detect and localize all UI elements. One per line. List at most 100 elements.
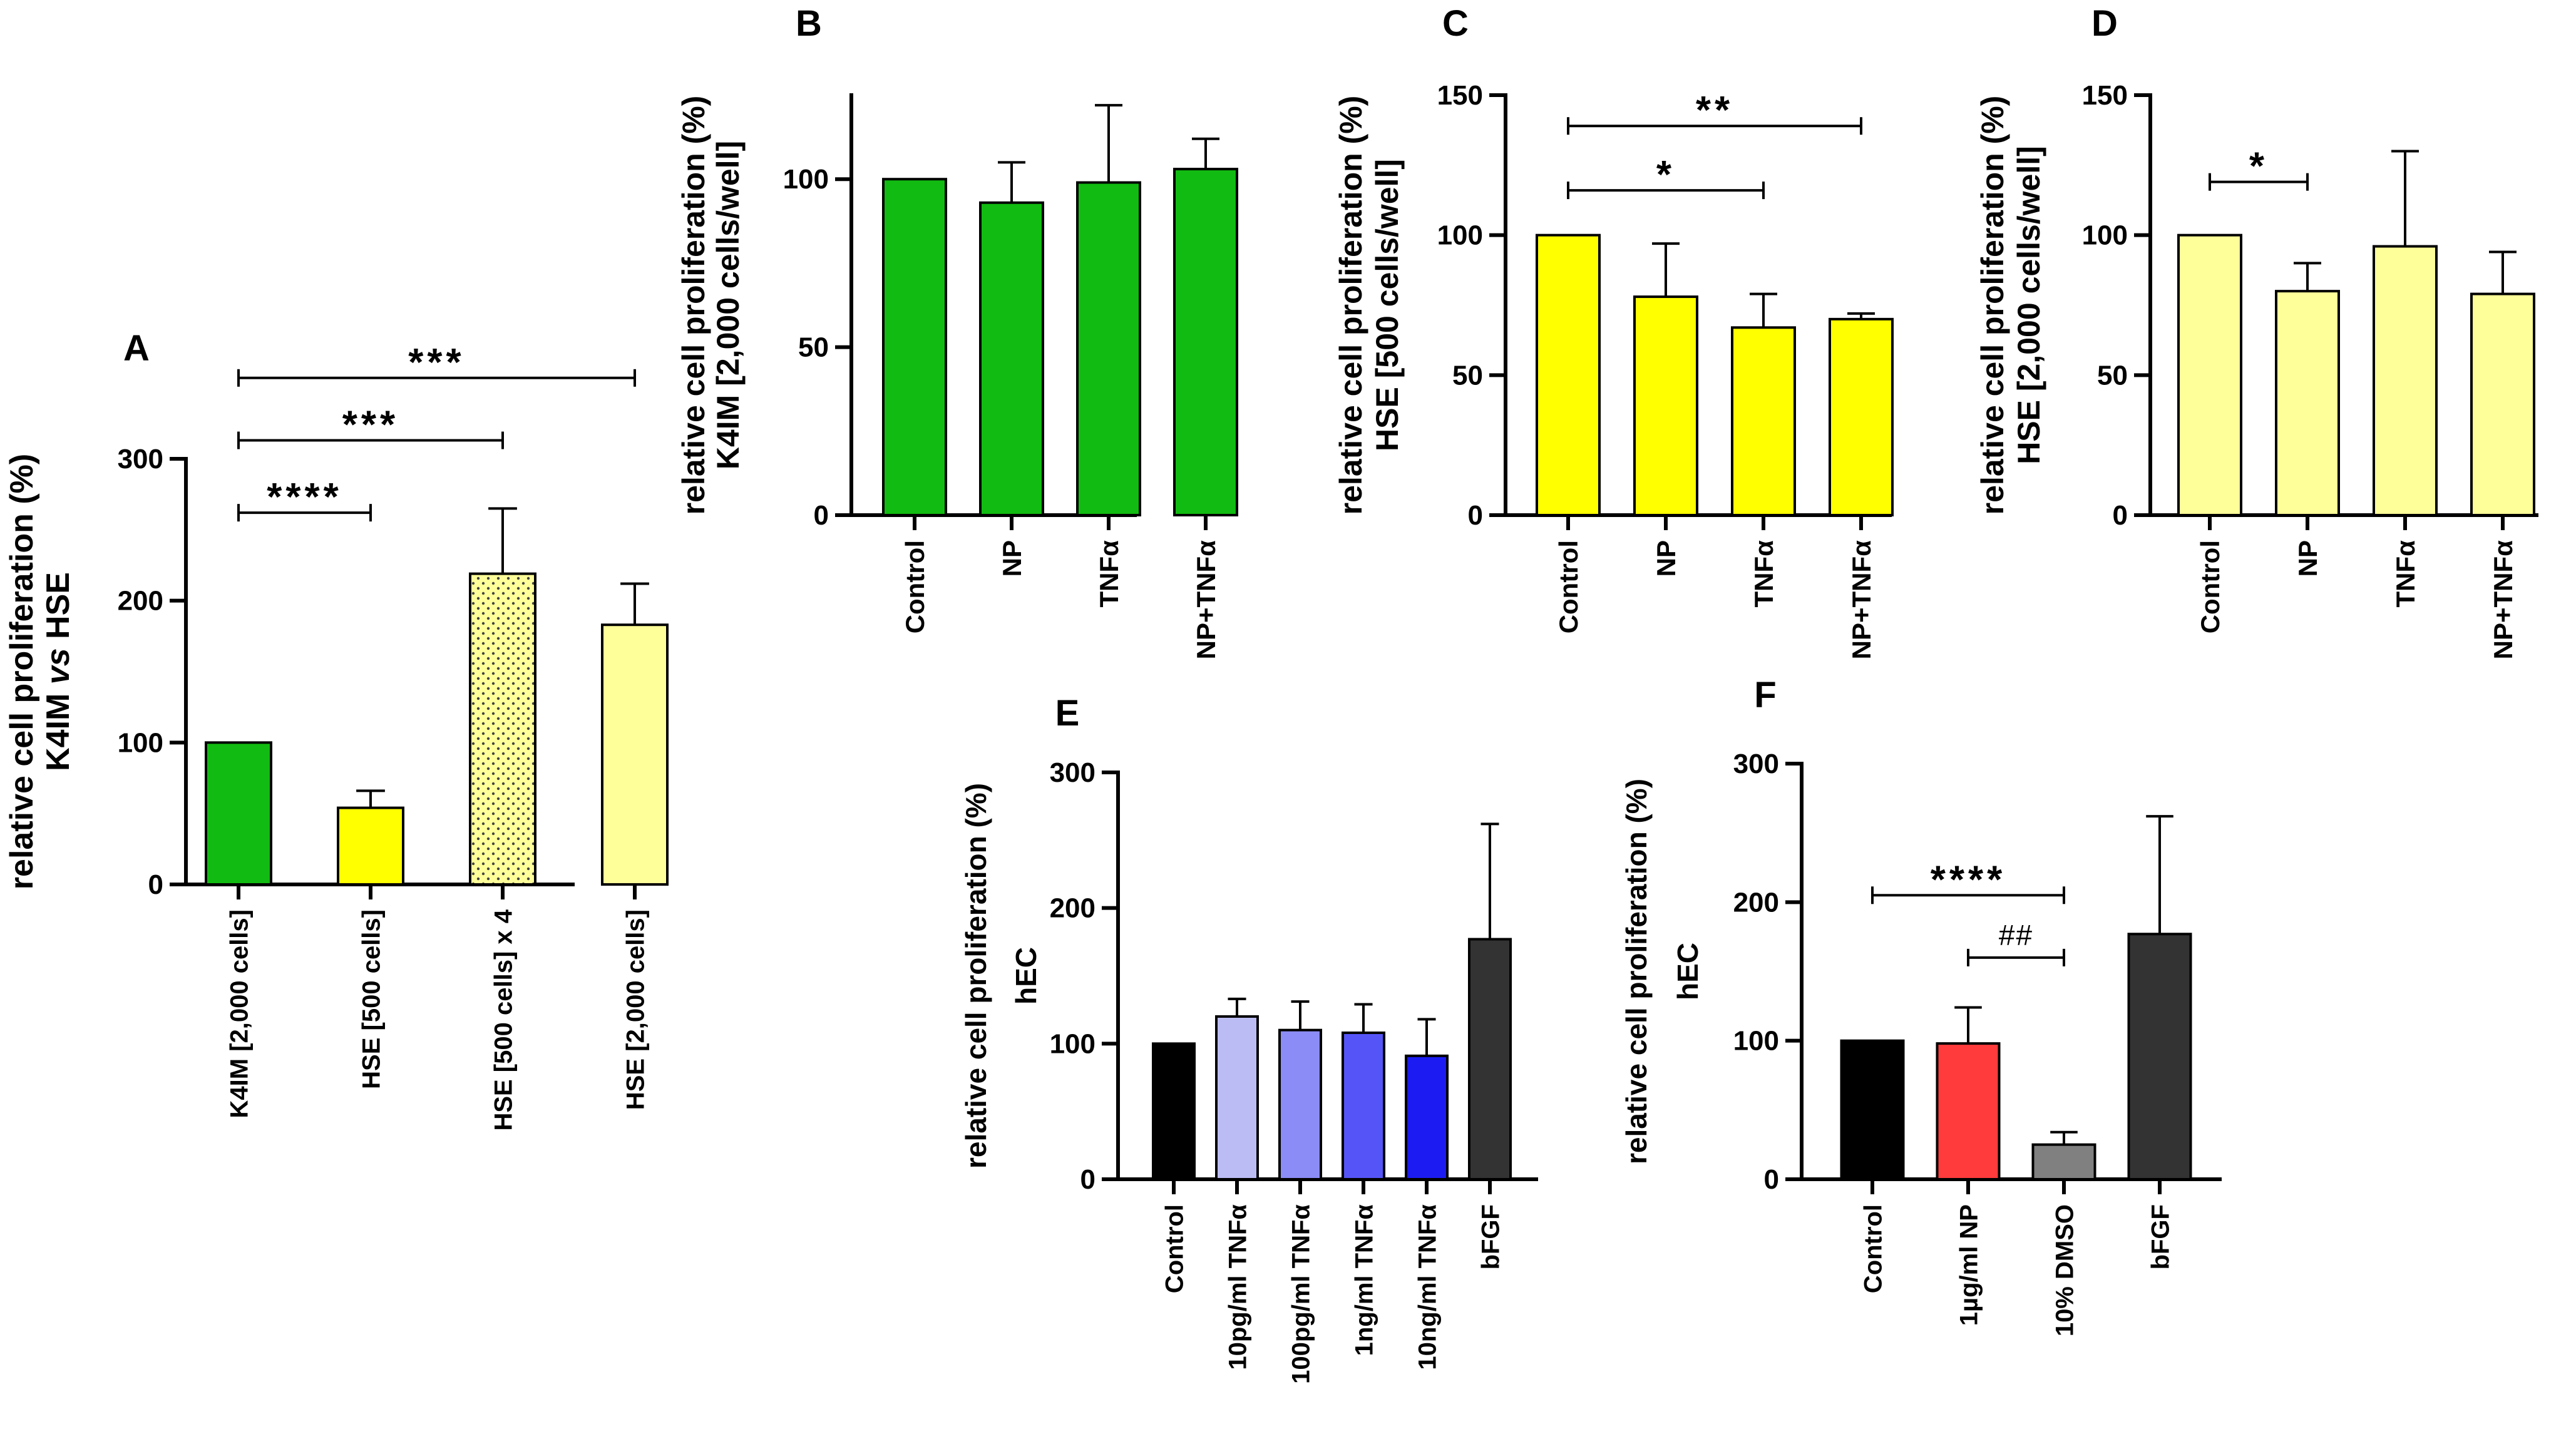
y-tick-label: 100 <box>1733 1026 1779 1057</box>
y-axis-title: relative cell proliferation (%) <box>1620 779 1653 1164</box>
y-axis-title: relative cell proliferation (%) <box>960 783 992 1169</box>
significance-label: ## <box>1999 919 2033 951</box>
x-category-label: 10% DMSO <box>2051 1204 2078 1336</box>
x-category-label: HSE [500 cells] <box>357 909 385 1089</box>
x-category-label: HSE [2,000 cells] <box>622 909 649 1110</box>
x-category-label: NP <box>2293 540 2322 576</box>
bar <box>1936 1042 2001 1181</box>
bar <box>2127 933 2192 1180</box>
y-axis-title: relative cell proliferation (%) <box>676 96 711 515</box>
y-tick-label: 300 <box>118 444 163 474</box>
y-axis-subtitle: HSE [500 cells/well] <box>1370 159 1405 451</box>
y-tick-label: 200 <box>1050 893 1096 924</box>
x-category-label: TNFα <box>2391 540 2420 608</box>
panel-letter: F <box>1754 675 1776 715</box>
x-category-label: TNFα <box>1749 540 1778 608</box>
x-category-label: NP <box>1651 540 1681 576</box>
y-axis-subtitle: HSE [2,000 cells/well] <box>2011 146 2046 464</box>
bar <box>1840 1039 1905 1180</box>
y-axis-title: relative cell proliferation (%) <box>1975 96 2010 515</box>
bar <box>2275 290 2340 516</box>
y-tick-label: 50 <box>2097 360 2128 391</box>
y-tick-label: 0 <box>1080 1164 1096 1195</box>
y-tick-label: 300 <box>1050 757 1096 788</box>
y-tick-label: 150 <box>1437 80 1483 111</box>
significance-label: ** <box>1696 89 1733 132</box>
x-category-label: 100pg/ml TNFα <box>1287 1204 1315 1384</box>
x-category-label: Control <box>900 540 930 633</box>
y-tick-label: 50 <box>798 332 829 363</box>
bar <box>1342 1032 1385 1180</box>
y-tick-label: 0 <box>1468 500 1483 531</box>
bar <box>469 572 536 886</box>
y-tick-label: 200 <box>1733 887 1779 918</box>
x-category-label: bFGF <box>2147 1204 2174 1269</box>
y-axis-title: relative cell proliferation (%) <box>1333 96 1368 515</box>
bar <box>2470 292 2535 516</box>
y-tick-label: 50 <box>1452 360 1483 391</box>
y-axis-subtitle: K4IM [2,000 cells/well] <box>711 141 746 469</box>
bar <box>2177 233 2242 516</box>
x-category-label: K4IM [2,000 cells] <box>225 909 253 1119</box>
y-tick-label: 100 <box>2082 220 2128 251</box>
y-tick-label: 0 <box>148 869 163 900</box>
bar <box>979 201 1044 516</box>
x-category-label: 10ng/ml TNFα <box>1414 1204 1441 1370</box>
y-tick-label: 100 <box>118 727 163 758</box>
bar <box>1829 317 1894 516</box>
x-category-label: Control <box>1161 1204 1188 1293</box>
bar <box>1633 295 1698 516</box>
y-tick-label: 100 <box>1437 220 1483 251</box>
y-tick-label: 0 <box>814 500 829 531</box>
bar <box>601 623 669 886</box>
y-tick-label: 150 <box>2082 80 2128 111</box>
y-tick-label: 100 <box>783 164 829 195</box>
bar <box>1173 168 1238 516</box>
panel-letter: B <box>796 3 822 44</box>
y-axis-subtitle: hEC <box>1671 943 1704 1000</box>
y-axis-title: relative cell proliferation (%) <box>4 454 40 889</box>
bar <box>1215 1015 1259 1180</box>
y-axis-subtitle: hEC <box>1010 947 1042 1005</box>
significance-label: **** <box>267 476 342 519</box>
bar <box>1076 181 1141 516</box>
x-category-label: HSE [500 cells] x 4 <box>490 909 517 1130</box>
x-category-label: 1µg/ml NP <box>1955 1204 1983 1326</box>
bar <box>1731 326 1796 517</box>
x-category-label: NP+TNFα <box>1191 540 1221 660</box>
x-category-label: 10pg/ml TNFα <box>1224 1204 1251 1370</box>
significance-label: **** <box>1931 858 2006 901</box>
x-category-label: Control <box>1859 1204 1887 1293</box>
panel-letter: D <box>2091 3 2118 44</box>
significance-label: * <box>1656 153 1675 197</box>
y-tick-label: 0 <box>2113 500 2128 531</box>
significance-label: *** <box>342 404 399 447</box>
y-tick-label: 200 <box>118 586 163 617</box>
y-axis-subtitle: K4IM vs HSE <box>40 572 76 771</box>
y-tick-label: 300 <box>1733 749 1779 779</box>
bar <box>205 741 272 886</box>
x-category-label: NP <box>997 540 1027 576</box>
significance-label: *** <box>408 341 464 384</box>
bar <box>882 178 947 516</box>
bar <box>1468 938 1512 1180</box>
bar <box>1152 1042 1196 1181</box>
bar <box>2031 1143 2096 1180</box>
y-tick-label: 100 <box>1050 1028 1096 1059</box>
x-category-label: Control <box>1554 540 1583 633</box>
significance-label: * <box>2249 145 2268 188</box>
y-tick-label: 0 <box>1764 1164 1779 1195</box>
bar <box>1278 1028 1322 1180</box>
panel-letter: E <box>1055 693 1080 734</box>
x-category-label: bFGF <box>1477 1204 1504 1269</box>
bar <box>1405 1054 1449 1181</box>
x-category-label: NP+TNFα <box>1847 540 1876 660</box>
x-category-label: 1ng/ml TNFα <box>1350 1204 1378 1356</box>
x-category-label: TNFα <box>1094 540 1124 608</box>
